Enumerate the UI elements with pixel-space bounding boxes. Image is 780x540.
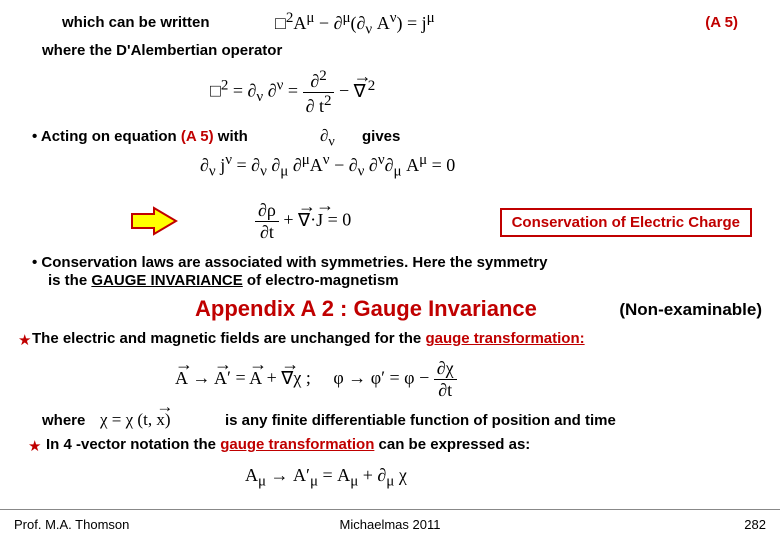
footer-center: Michaelmas 2011 — [340, 517, 441, 532]
conservation-box: Conservation of Electric Charge — [500, 208, 752, 237]
eq1: □2Aμ − ∂μ(∂ν Aν) = jμ — [275, 10, 435, 39]
text-where-dalembertian: where the D'Alembertian operator — [42, 42, 282, 59]
eq2: □2 = ∂ν ∂ν = ∂2∂ t2 − ∇→2 — [210, 68, 375, 117]
arrow-icon — [130, 206, 178, 236]
eq4: ∂ρ∂t + ∇→·J→ = 0 — [255, 200, 351, 243]
eq5: A→ → A→′ = A→ + ∇→χ ; φ → φ′ = φ − ∂χ∂t — [175, 358, 457, 401]
text-where: where — [42, 412, 85, 429]
text-gives: gives — [362, 128, 400, 145]
eq7: Aμ → A′μ = Aμ + ∂μ χ — [245, 465, 407, 491]
eq6: χ = χ (t, x→) — [100, 410, 170, 430]
appendix-title: Appendix A 2 : Gauge Invariance — [195, 296, 537, 322]
text-which: which can be written — [62, 14, 210, 31]
footer-page: 282 — [744, 517, 766, 532]
eq3-op: ∂ν — [320, 126, 335, 150]
star-icon-1: ★ — [18, 331, 31, 349]
ref-a5-1: (A 5) — [705, 14, 738, 31]
footer-divider — [0, 509, 780, 510]
eq3: ∂ν jν = ∂ν ∂μ ∂μAν − ∂ν ∂ν∂μ Aμ = 0 — [200, 152, 455, 181]
footer-left: Prof. M.A. Thomson — [14, 517, 129, 532]
text-acting: • Acting on equation (A 5) with — [32, 128, 248, 145]
text-4vec: In 4 -vector notation the gauge transfor… — [46, 436, 530, 453]
text-gauge1: The electric and magnetic fields are unc… — [32, 330, 585, 347]
star-icon-2: ★ — [28, 437, 41, 455]
non-examinable: (Non-examinable) — [619, 300, 762, 320]
text-anyfinite: is any finite differentiable function of… — [225, 412, 616, 429]
text-cons1: • Conservation laws are associated with … — [32, 254, 547, 271]
text-cons2: is the GAUGE INVARIANCE of electro-magne… — [48, 272, 399, 289]
